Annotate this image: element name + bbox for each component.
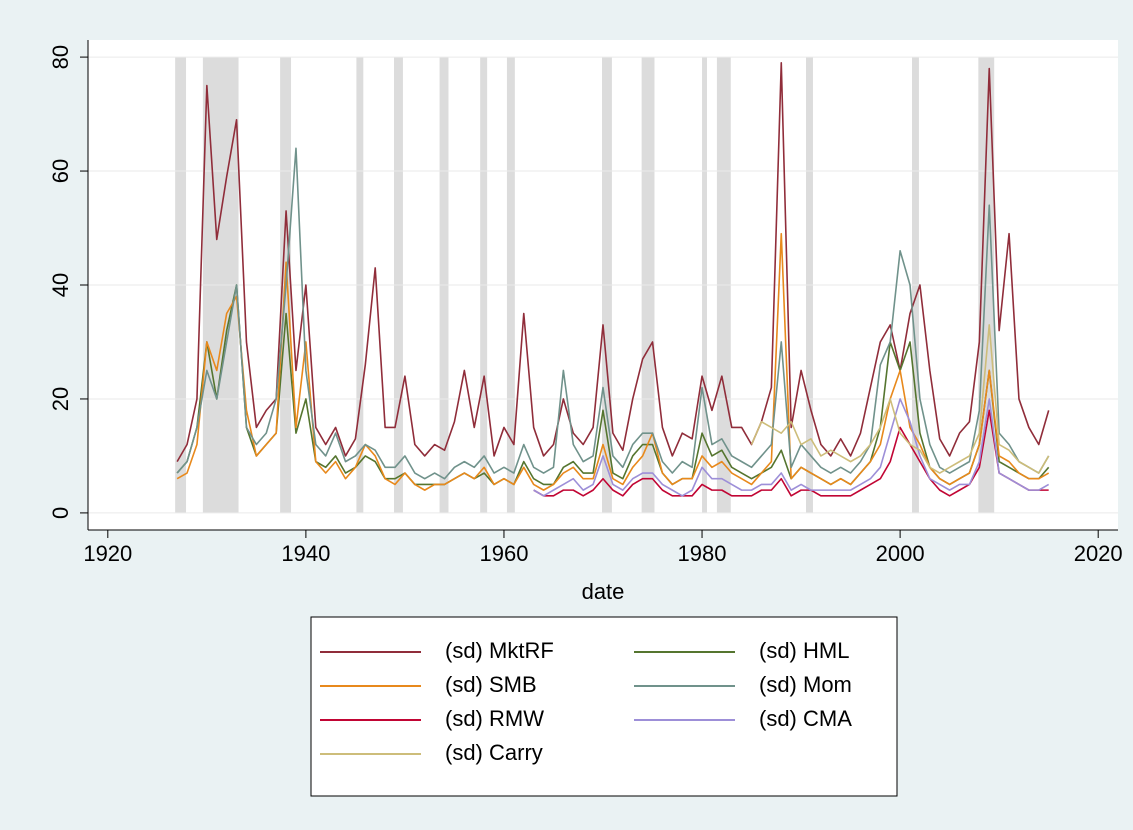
legend-label: (sd) CMA: [759, 706, 852, 731]
y-tick-label: 80: [48, 45, 73, 69]
x-tick-label: 1960: [479, 541, 528, 566]
series-line: [176, 147, 1050, 480]
x-tick-label: 1920: [83, 541, 132, 566]
legend-label: (sd) Mom: [759, 672, 852, 697]
legend-label: (sd) Carry: [445, 740, 543, 765]
series-line: [750, 324, 1050, 474]
series-line: [176, 61, 1050, 463]
x-tick-label: 1980: [678, 541, 727, 566]
series-line: [176, 232, 1050, 491]
y-tick-label: 20: [48, 387, 73, 411]
lines: [176, 61, 1050, 497]
legend-label: (sd) RMW: [445, 706, 544, 731]
y-tick-label: 40: [48, 273, 73, 297]
x-axis-label: date: [582, 579, 625, 604]
x-tick-label: 1940: [281, 541, 330, 566]
y-tick-label: 60: [48, 159, 73, 183]
series-line: [176, 284, 1050, 486]
legend-label: (sd) SMB: [445, 672, 537, 697]
series-line: [533, 409, 1049, 497]
grid: [88, 56, 1118, 514]
x-tick-label: 2000: [876, 541, 925, 566]
legend-entries: (sd) MktRF (sd) HML (sd) SMB (sd) Mom (sd) R…: [320, 638, 852, 765]
x-tick-label: 2020: [1074, 541, 1123, 566]
axes: 0 20 40 60 80 1920 1940 1960 1980 2000 2020: [48, 40, 1123, 566]
series-line: [533, 398, 1050, 497]
legend-label: (sd) HML: [759, 638, 849, 663]
legend-label: (sd) MktRF: [445, 638, 554, 663]
legend: [310, 616, 898, 797]
y-tick-label: 0: [48, 507, 73, 519]
